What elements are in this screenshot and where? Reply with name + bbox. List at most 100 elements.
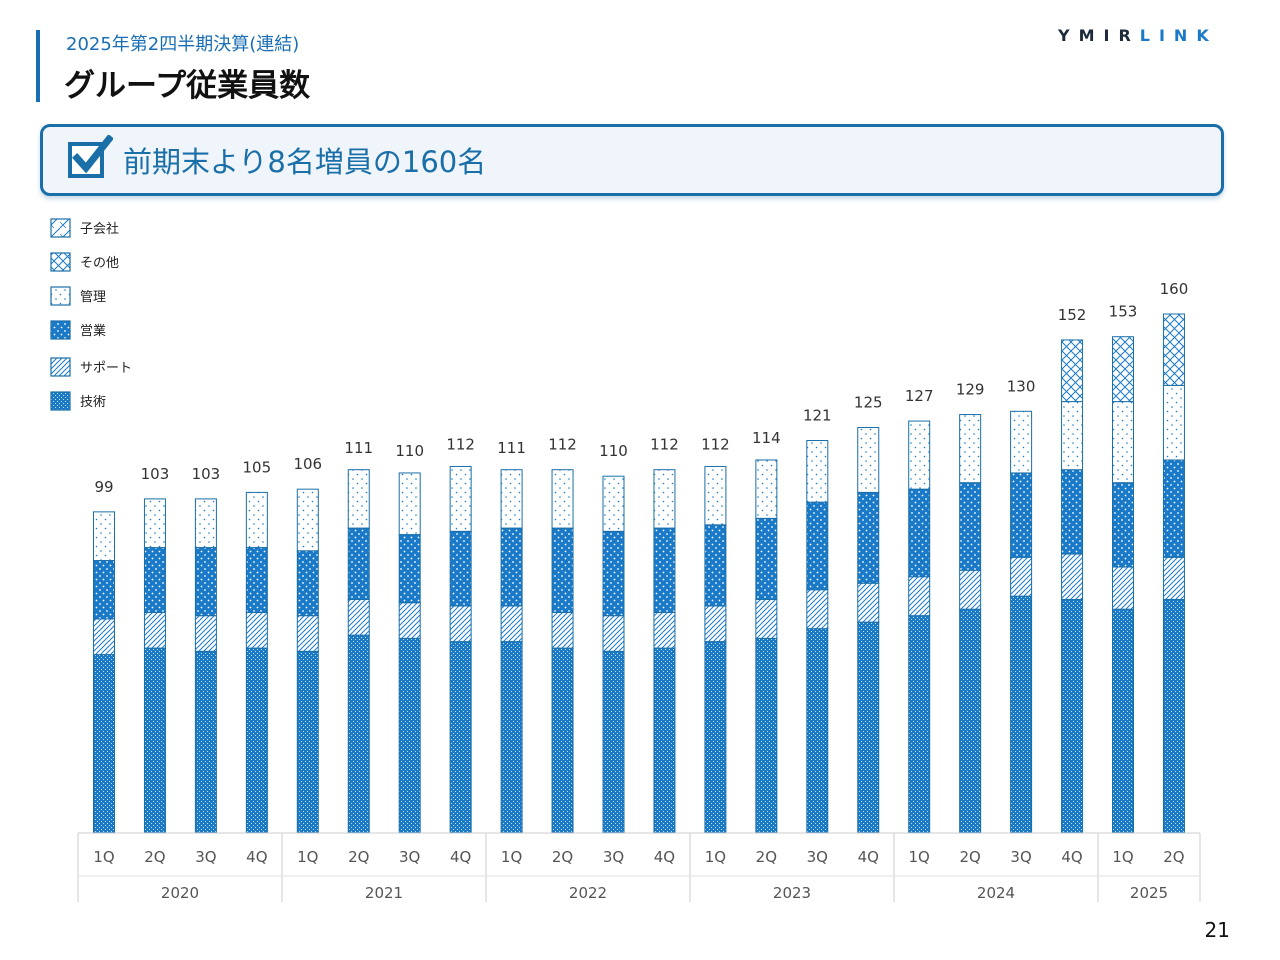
bar-total-label: 103 xyxy=(192,465,221,483)
bar-segment-series-3 xyxy=(755,459,778,519)
page-number: 21 xyxy=(1204,918,1230,942)
bar-segment-series-3 xyxy=(602,475,625,532)
x-tick-label: 1Q xyxy=(501,848,522,866)
bar-segment-series-3 xyxy=(296,488,319,552)
x-tick-label: 3Q xyxy=(603,848,624,866)
legend-swatch-series-5 xyxy=(50,218,71,238)
legend-swatch-series-1 xyxy=(50,357,71,377)
bar-total-label: 152 xyxy=(1058,306,1087,324)
bar-total-label: 105 xyxy=(243,458,272,476)
bar-total-label: 160 xyxy=(1160,280,1189,298)
bar-segment-series-2 xyxy=(143,547,166,613)
year-label: 2023 xyxy=(773,884,811,902)
bar-segment-series-2 xyxy=(500,527,523,607)
bar-segment-series-2 xyxy=(194,547,217,617)
bar-segment-series-1 xyxy=(143,611,166,649)
bar-segment-series-0 xyxy=(347,634,370,834)
bar-segment-series-1 xyxy=(959,569,982,610)
bar-segment-series-2 xyxy=(1112,482,1134,568)
bar-total-label: 153 xyxy=(1109,303,1138,321)
bar-segment-series-1 xyxy=(755,598,778,639)
bar-segment-series-3 xyxy=(245,491,268,549)
bar-total-label: 106 xyxy=(293,455,322,473)
bar-segment-series-3 xyxy=(143,498,166,549)
bar-segment-series-1 xyxy=(93,618,115,656)
bar-segment-series-2 xyxy=(704,524,727,607)
bar-total-label: 112 xyxy=(548,436,577,454)
bar-segment-series-2 xyxy=(857,491,880,584)
bar-segment-series-2 xyxy=(398,534,421,604)
chart-axis: 1Q 2Q 3Q 4Q 1Q 2Q 3Q 4Q 1Q 2Q 3Q 4Q 1Q 2Q 3Q 4Q 1Q 2Q 3Q 4Q… xyxy=(77,832,1201,902)
bar-segment-series-3 xyxy=(653,469,676,529)
x-tick-label: 2Q xyxy=(552,848,573,866)
bar-segment-series-1 xyxy=(704,605,727,643)
bar-total-label: 114 xyxy=(752,429,781,447)
bar-segment-series-2 xyxy=(959,482,982,571)
bar-segment-series-0 xyxy=(93,654,115,834)
bar-segment-series-1 xyxy=(908,576,931,617)
x-tick-label: 1Q xyxy=(705,848,726,866)
bar-segment-series-1 xyxy=(500,605,523,643)
bar-segment-series-1 xyxy=(347,598,370,636)
bar-segment-series-2 xyxy=(1162,459,1185,558)
chart-bars: 99 103 103 105 106 111 110 112 111 112 110 112 112 11… xyxy=(93,280,1189,834)
bar-segment-series-1 xyxy=(245,611,268,649)
bar-total-label: 129 xyxy=(956,381,985,399)
bar-segment-series-3 xyxy=(959,414,982,484)
bar-segment-series-0 xyxy=(1061,598,1084,834)
bar-total-label: 111 xyxy=(497,439,526,457)
bar-segment-series-0 xyxy=(806,628,829,834)
highlight-box: 前期末より8名増員の160名 xyxy=(40,124,1224,196)
logo-text-part2: LINK xyxy=(1139,26,1218,45)
highlight-text: 前期末より8名増員の160名 xyxy=(123,145,487,179)
bar-segment-series-4 xyxy=(1061,339,1084,403)
x-tick-label: 1Q xyxy=(909,848,930,866)
legend-label-series-3: 管理 xyxy=(80,290,106,305)
bar-total-label: 110 xyxy=(599,442,628,460)
bar-segment-series-1 xyxy=(449,605,472,643)
x-tick-label: 4Q xyxy=(654,848,675,866)
x-tick-label: 4Q xyxy=(246,848,267,866)
bar-total-label: 111 xyxy=(344,439,373,457)
bar-segment-series-2 xyxy=(296,550,319,617)
year-label: 2020 xyxy=(161,884,199,902)
bar-total-label: 112 xyxy=(446,436,475,454)
x-tick-label: 4Q xyxy=(1061,848,1082,866)
bar-segment-series-0 xyxy=(1162,598,1185,834)
bar-segment-series-3 xyxy=(93,511,115,562)
x-tick-label: 3Q xyxy=(195,848,216,866)
bar-total-label: 125 xyxy=(854,394,883,412)
year-label: 2022 xyxy=(569,884,607,902)
year-label: 2024 xyxy=(977,884,1015,902)
bar-segment-series-3 xyxy=(500,469,523,529)
x-tick-label: 1Q xyxy=(93,848,114,866)
x-tick-label: 1Q xyxy=(297,848,318,866)
bar-segment-series-1 xyxy=(551,611,574,649)
bar-segment-series-3 xyxy=(398,472,421,536)
bar-segment-series-1 xyxy=(1010,556,1033,597)
page-title: グループ従業員数 xyxy=(64,68,311,104)
legend-label-series-2: 営業 xyxy=(80,323,106,339)
bar-segment-series-1 xyxy=(1112,566,1134,610)
legend-label-series-1: サポート xyxy=(80,361,132,376)
x-tick-label: 1Q xyxy=(1112,848,1133,866)
bar-segment-series-1 xyxy=(1061,553,1084,600)
bar-segment-series-1 xyxy=(857,582,880,623)
bar-segment-series-0 xyxy=(1010,595,1033,834)
checkbox-check-icon xyxy=(68,135,113,178)
bar-segment-series-0 xyxy=(1112,608,1134,834)
year-label: 2025 xyxy=(1130,884,1168,902)
bar-segment-series-3 xyxy=(857,427,880,493)
x-tick-label: 4Q xyxy=(450,848,471,866)
bar-segment-series-0 xyxy=(296,650,319,834)
bar-segment-series-0 xyxy=(449,641,472,834)
bar-segment-series-0 xyxy=(908,615,931,834)
legend-label-series-4: その他 xyxy=(80,256,119,271)
bar-segment-series-3 xyxy=(1112,401,1134,484)
bar-segment-series-0 xyxy=(602,650,625,834)
bar-total-label: 112 xyxy=(701,436,730,454)
bar-segment-series-2 xyxy=(449,530,472,607)
x-tick-label: 3Q xyxy=(399,848,420,866)
